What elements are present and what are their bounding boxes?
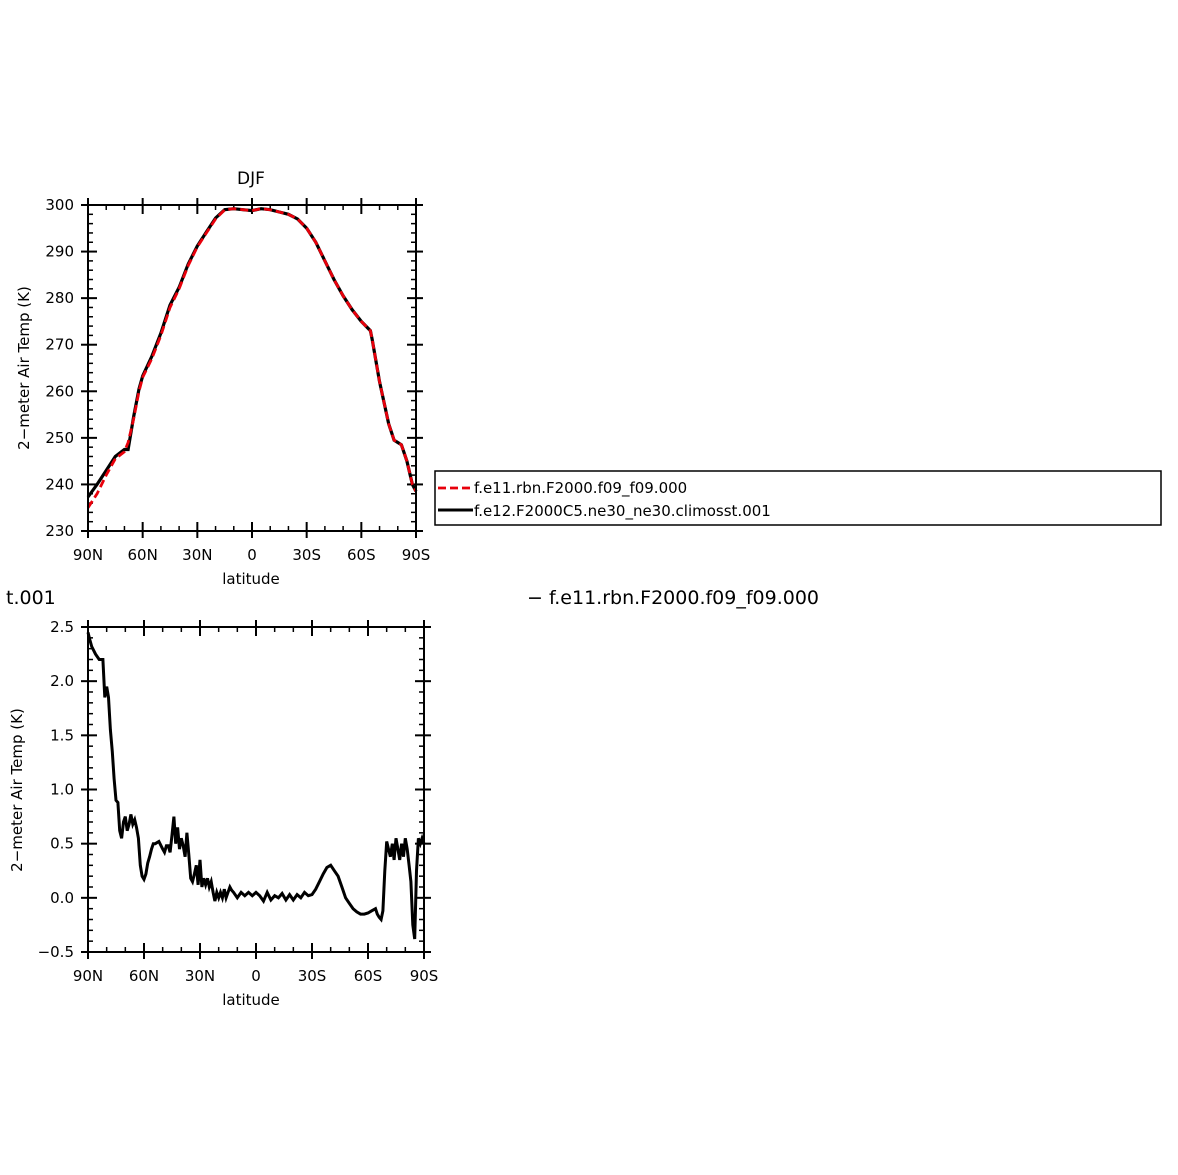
stray-label-left: t.001 bbox=[6, 587, 56, 609]
y-tick-label: 0.0 bbox=[50, 889, 74, 907]
x-tick-label: 0 bbox=[247, 546, 257, 564]
series-line-black bbox=[86, 207, 418, 498]
bottom-y-axis-label: 2−meter Air Temp (K) bbox=[8, 708, 26, 872]
bottom-chart-frame bbox=[87, 626, 425, 953]
x-tick-label: 60N bbox=[128, 546, 158, 564]
y-tick-label: 300 bbox=[45, 196, 74, 214]
y-tick-label: 2.0 bbox=[50, 672, 74, 690]
top-chart-panel: DJF 90N 60N 30N 0 30S 60S 90S 230 240 250 260 270 28… bbox=[15, 169, 430, 588]
x-tick-label: 60N bbox=[129, 967, 159, 985]
y-tick-label: 240 bbox=[45, 475, 74, 493]
legend-entry-2: f.e12.F2000C5.ne30_ne30.climosst.001 bbox=[474, 502, 771, 521]
legend-frame bbox=[434, 470, 1162, 526]
x-tick-label: 30N bbox=[185, 967, 215, 985]
x-tick-label: 90N bbox=[73, 546, 103, 564]
x-tick-label: 60S bbox=[354, 967, 383, 985]
x-tick-label: 60S bbox=[347, 546, 376, 564]
x-tick-label: 90N bbox=[73, 967, 103, 985]
x-tick-label: 30S bbox=[298, 967, 327, 985]
y-tick-label: 0.5 bbox=[50, 835, 74, 853]
x-tick-label: 30S bbox=[292, 546, 321, 564]
y-tick-label: 1.0 bbox=[50, 781, 74, 799]
top-chart-ticks: 90N 60N 30N 0 30S 60S 90S 230 240 250 260 270 280 290… bbox=[45, 196, 430, 564]
series-line-red-dashed bbox=[86, 207, 418, 509]
y-tick-label: 230 bbox=[45, 522, 74, 540]
legend: f.e11.rbn.F2000.f09_f09.000 f.e12.F2000C… bbox=[434, 470, 1162, 526]
y-tick-label: 260 bbox=[45, 382, 74, 400]
difference-line-black bbox=[86, 632, 426, 940]
stray-label-right: − f.e11.rbn.F2000.f09_f09.000 bbox=[527, 587, 819, 609]
x-tick-label: 90S bbox=[410, 967, 439, 985]
bottom-chart-ticks: 90N 60N 30N 0 30S 60S 90S −0.5 0.0 0.5 1.0 1.5 2.0 2.… bbox=[38, 618, 439, 985]
legend-entry-1: f.e11.rbn.F2000.f09_f09.000 bbox=[474, 479, 687, 498]
y-tick-label: 290 bbox=[45, 243, 74, 261]
y-tick-label: 1.5 bbox=[50, 726, 74, 744]
top-chart-series bbox=[86, 207, 418, 509]
bottom-x-axis-label: latitude bbox=[222, 991, 280, 1009]
y-tick-label: 2.5 bbox=[50, 618, 74, 636]
x-tick-label: 30N bbox=[182, 546, 212, 564]
x-tick-label: 0 bbox=[251, 967, 261, 985]
y-tick-label: −0.5 bbox=[38, 943, 74, 961]
top-y-axis-label: 2−meter Air Temp (K) bbox=[15, 286, 33, 450]
bottom-chart-panel: 90N 60N 30N 0 30S 60S 90S −0.5 0.0 0.5 1.0 1.5 2.0 2.… bbox=[8, 618, 438, 1009]
y-tick-label: 250 bbox=[45, 429, 74, 447]
y-tick-label: 270 bbox=[45, 336, 74, 354]
top-chart-title: DJF bbox=[237, 169, 265, 189]
x-tick-label: 90S bbox=[402, 546, 431, 564]
top-x-axis-label: latitude bbox=[222, 570, 280, 588]
y-tick-label: 280 bbox=[45, 289, 74, 307]
bottom-chart-series bbox=[86, 632, 426, 940]
top-chart-frame bbox=[87, 204, 417, 532]
